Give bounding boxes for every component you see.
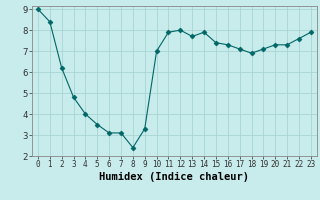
X-axis label: Humidex (Indice chaleur): Humidex (Indice chaleur)	[100, 172, 249, 182]
